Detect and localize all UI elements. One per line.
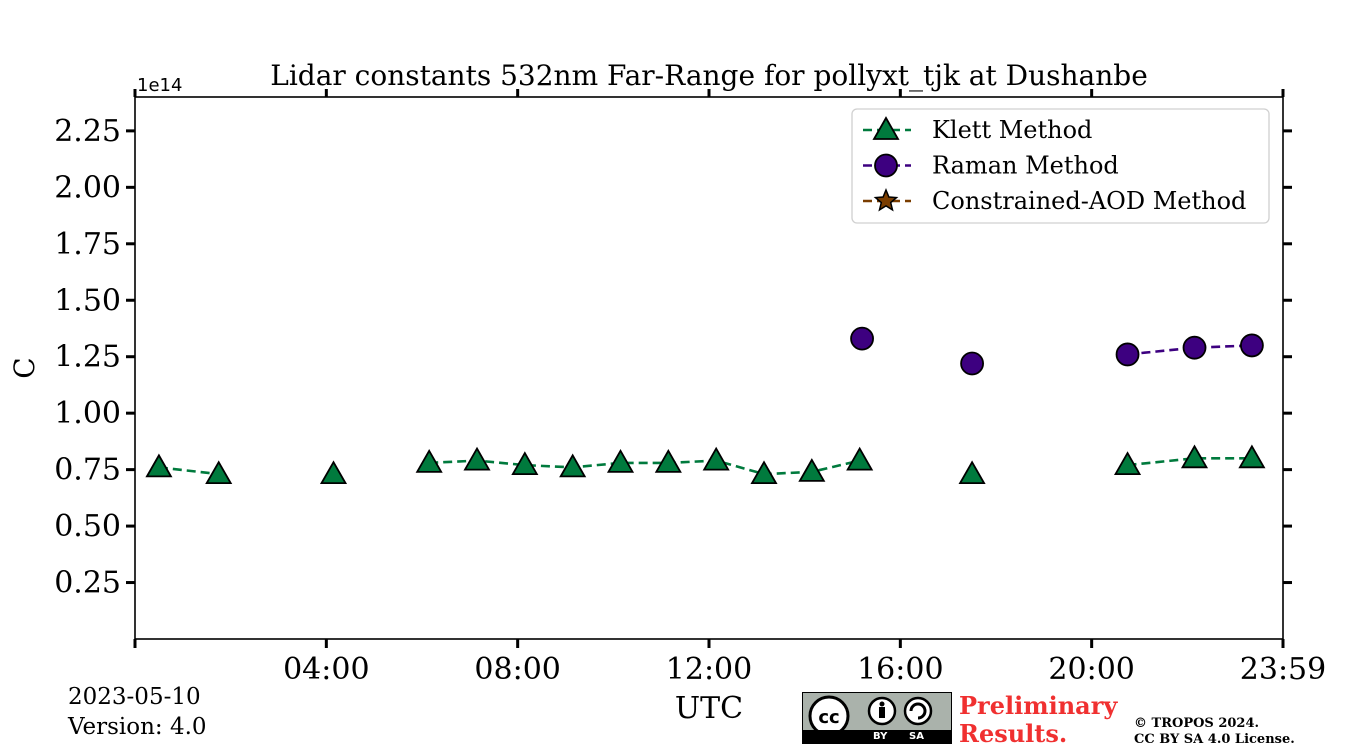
footer-info: 2023-05-10 Version: 4.0 [68,682,207,742]
legend-label: Constrained-AOD Method [932,187,1246,215]
data-point [960,351,984,376]
y-tick-label: 0.50 [54,509,121,544]
data-point [511,451,539,476]
x-tick-label: 08:00 [474,652,560,687]
data-point [145,453,173,478]
series-line [1127,344,1252,356]
data-point [798,458,826,482]
axis-ticks: 04:00 08:00 12:00 16:00 20:00 23:59 0.25 0.50 0.… [54,89,1326,687]
series-raman-method [850,326,1264,376]
legend: Klett Method Raman Method Constrained-AOD … [851,108,1270,224]
data-point [1115,342,1140,367]
chart-title: Lidar constants 532nm Far-Range for poll… [270,59,1148,92]
series-line [1127,457,1252,467]
x-tick-label: 12:00 [666,652,752,687]
data-point [850,326,874,351]
preliminary-line2: Results. [959,719,1068,748]
data-point [873,188,899,212]
y-tick-label: 1.00 [54,396,121,431]
y-tick-label: 1.75 [54,227,121,262]
series-line [158,466,219,476]
data-point [846,446,874,471]
y-axis-label: C [8,357,41,378]
badge-sa-label: SA [909,731,924,742]
y-tick-label: 2.00 [54,170,121,205]
footer-version: Version: 4.0 [68,714,207,740]
data-point [319,460,348,485]
data-point [702,446,730,471]
y-tick-label: 1.25 [54,340,121,375]
copyright-notice: © TROPOS 2024. CC BY SA 4.0 License. [1134,716,1295,748]
svg-text:cc: cc [818,707,839,728]
series-line [429,459,860,476]
data-point [958,460,986,485]
data-point [205,460,233,485]
data-point [654,449,682,473]
data-point [1180,444,1209,469]
cc-license-badge: cc BY SA [802,692,952,744]
data-point [415,449,443,473]
data-point [750,460,778,485]
badge-by-label: BY [873,731,888,742]
footer-date: 2023-05-10 [68,684,201,710]
data-point [463,446,491,471]
x-tick-label: 16:00 [857,652,943,687]
x-tick-label: 04:00 [283,652,369,687]
y-tick-label: 0.75 [54,453,121,488]
data-point [872,116,900,140]
data-point [1240,333,1264,358]
data-point [1113,451,1142,476]
series-klett-method [145,444,1266,485]
preliminary-line1: Preliminary [959,691,1118,720]
y-tick-label: 0.25 [54,566,121,601]
preliminary-notice: Preliminary Results. [959,692,1117,748]
data-point [1238,444,1266,469]
data-point [874,153,898,178]
x-tick-label: 20:00 [1048,652,1134,687]
legend-box [851,108,1270,224]
y-tick-label: 2.25 [54,114,121,149]
y-tick-label: 1.50 [54,283,121,318]
data-point [606,449,635,473]
legend-label: Klett Method [932,116,1092,144]
data-point [559,453,587,478]
copyright-line1: © TROPOS 2024. [1134,716,1260,731]
x-axis-label: UTC [675,691,743,726]
copyright-line2: CC BY SA 4.0 License. [1134,732,1295,747]
cc-icons: cc [808,695,933,737]
data-point [1182,335,1207,360]
series-layer [145,326,1266,485]
y-axis-multiplier: 1e14 [137,75,182,96]
share-alike-icon [903,696,933,726]
x-tick-label: 23:59 [1240,652,1326,687]
legend-label: Raman Method [932,152,1119,180]
